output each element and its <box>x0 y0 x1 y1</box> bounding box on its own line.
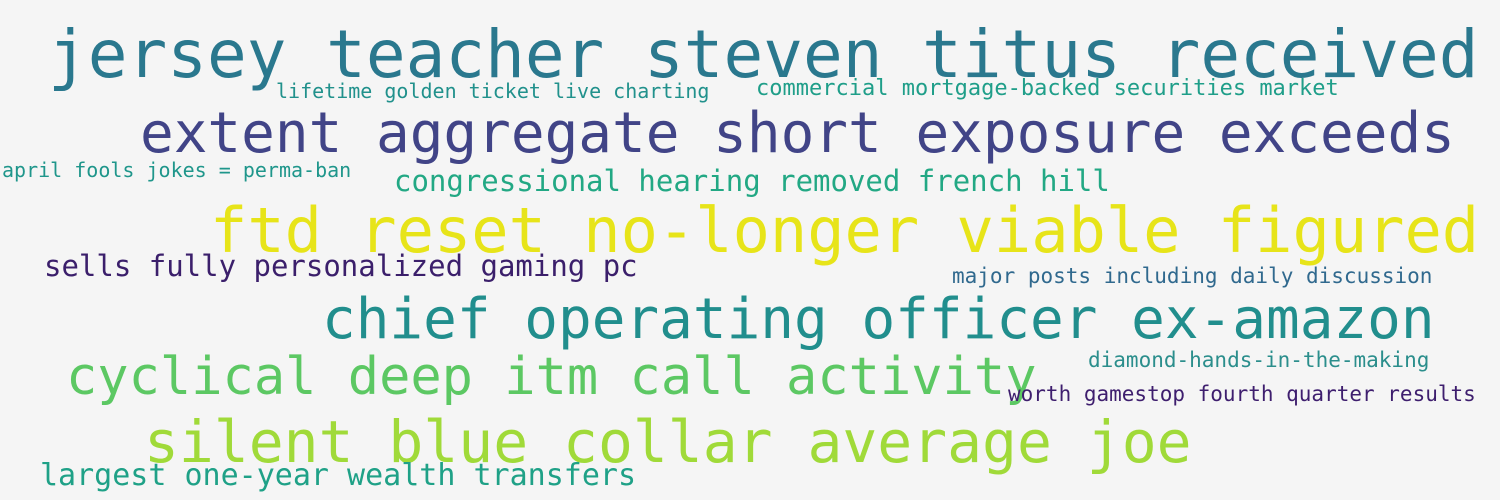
phrase-commercial-mortgage: commercial mortgage-backed securities ma… <box>756 76 1339 101</box>
phrase-congressional-hearing: congressional hearing removed french hil… <box>394 164 1110 198</box>
phrase-chief-operating: chief operating officer ex-amazon <box>322 287 1435 352</box>
phrase-april-fools: april fools jokes = perma-ban <box>2 158 352 182</box>
phrase-largest-wealth: largest one-year wealth transfers <box>40 458 637 493</box>
phrase-lifetime-golden-ticket: lifetime golden ticket live charting <box>276 79 710 103</box>
phrase-diamond-hands: diamond-hands-in-the-making <box>1088 348 1430 372</box>
phrase-major-posts: major posts including daily discussion <box>952 264 1433 288</box>
phrase-sells-gaming-pc: sells fully personalized gaming pc <box>44 249 638 283</box>
phrase-silent-blue-collar: silent blue collar average joe <box>144 408 1192 476</box>
phrase-jersey-teacher: jersey teacher steven titus received <box>48 16 1479 93</box>
phrase-extent-aggregate: extent aggregate short exposure exceeds <box>140 101 1455 166</box>
phrase-worth-gamestop: worth gamestop fourth quarter results <box>1008 382 1476 406</box>
phrase-ftd-reset: ftd reset no-longer viable figured <box>210 194 1480 267</box>
phrase-cyclical-deep-itm: cyclical deep itm call activity <box>66 347 1037 407</box>
